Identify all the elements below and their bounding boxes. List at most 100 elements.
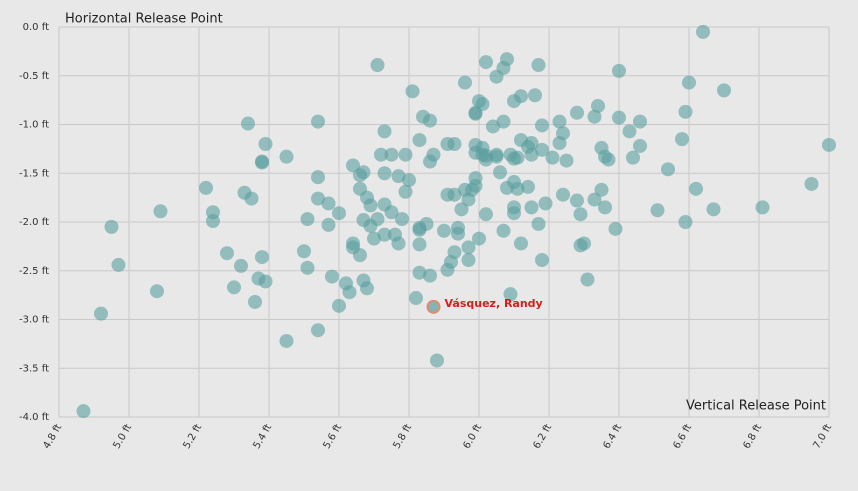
point bbox=[573, 207, 588, 222]
point bbox=[311, 191, 325, 206]
y-tick-label: -1.5 ft bbox=[19, 168, 49, 179]
point bbox=[577, 236, 591, 251]
y-tick-label: -0.5 ft bbox=[19, 71, 49, 82]
point bbox=[486, 119, 500, 134]
point bbox=[591, 98, 605, 113]
point bbox=[377, 227, 392, 242]
point bbox=[384, 147, 399, 162]
point bbox=[755, 200, 770, 215]
point bbox=[402, 173, 416, 188]
point bbox=[384, 205, 399, 220]
point bbox=[608, 221, 623, 236]
point bbox=[398, 184, 413, 199]
point bbox=[241, 116, 255, 131]
point bbox=[311, 114, 325, 129]
point bbox=[419, 216, 434, 231]
y-tick-label: -2.0 ft bbox=[19, 217, 49, 228]
y-tick-label: -2.5 ft bbox=[19, 266, 49, 277]
point bbox=[423, 113, 437, 128]
point bbox=[430, 353, 444, 368]
point bbox=[689, 181, 703, 196]
point bbox=[524, 200, 539, 215]
point bbox=[822, 137, 836, 152]
point bbox=[248, 294, 262, 309]
point bbox=[244, 191, 259, 206]
point bbox=[479, 207, 493, 222]
point bbox=[570, 193, 584, 208]
point bbox=[437, 223, 451, 238]
point bbox=[510, 150, 525, 165]
point bbox=[650, 203, 665, 218]
point bbox=[409, 291, 423, 306]
point bbox=[612, 110, 626, 125]
point bbox=[612, 63, 626, 78]
point bbox=[279, 149, 294, 164]
point bbox=[353, 248, 367, 263]
point bbox=[556, 126, 570, 141]
point bbox=[412, 237, 427, 252]
point bbox=[535, 118, 549, 133]
point bbox=[332, 206, 346, 221]
point bbox=[104, 219, 119, 234]
point bbox=[510, 181, 525, 196]
point bbox=[556, 187, 570, 202]
x-axis-title: Vertical Release Point bbox=[686, 399, 826, 414]
point bbox=[503, 287, 518, 302]
point bbox=[675, 132, 689, 147]
point bbox=[199, 180, 213, 195]
point bbox=[255, 250, 269, 265]
point bbox=[496, 223, 511, 238]
point bbox=[633, 138, 647, 153]
point bbox=[297, 244, 311, 259]
point bbox=[391, 169, 406, 184]
point bbox=[367, 231, 381, 246]
point bbox=[356, 165, 371, 180]
point bbox=[234, 258, 248, 273]
point bbox=[458, 75, 472, 90]
point bbox=[398, 147, 413, 162]
point bbox=[528, 88, 542, 103]
point bbox=[346, 236, 360, 251]
point bbox=[524, 136, 539, 151]
point bbox=[661, 162, 675, 177]
point bbox=[475, 97, 490, 112]
point bbox=[332, 298, 346, 313]
point bbox=[580, 272, 595, 287]
point bbox=[514, 89, 528, 104]
point bbox=[489, 149, 504, 164]
point bbox=[493, 165, 507, 180]
y-tick-label: -4.0 ft bbox=[19, 412, 49, 423]
point bbox=[346, 158, 360, 173]
point bbox=[258, 137, 273, 151]
point bbox=[468, 171, 483, 186]
point bbox=[360, 281, 374, 296]
point bbox=[255, 154, 269, 169]
point bbox=[479, 55, 493, 70]
point bbox=[94, 306, 108, 321]
point bbox=[682, 75, 696, 90]
point bbox=[461, 240, 476, 255]
point bbox=[111, 257, 126, 272]
point bbox=[342, 285, 357, 300]
point bbox=[377, 124, 392, 139]
point bbox=[472, 231, 486, 246]
point bbox=[370, 58, 385, 73]
point bbox=[325, 269, 339, 284]
point bbox=[804, 176, 819, 191]
point bbox=[601, 152, 616, 167]
point bbox=[535, 142, 549, 157]
point bbox=[153, 204, 168, 219]
y-tick-label: -3.5 ft bbox=[19, 363, 49, 374]
point bbox=[150, 284, 164, 299]
point bbox=[447, 187, 462, 202]
point bbox=[678, 104, 693, 119]
point bbox=[500, 52, 514, 67]
y-axis-title: Horizontal Release Point bbox=[65, 12, 223, 27]
highlight-point bbox=[426, 299, 441, 314]
y-tick-label: -1.0 ft bbox=[19, 120, 49, 131]
point bbox=[370, 212, 385, 227]
point bbox=[447, 245, 462, 260]
point bbox=[395, 212, 409, 227]
point bbox=[717, 83, 731, 98]
